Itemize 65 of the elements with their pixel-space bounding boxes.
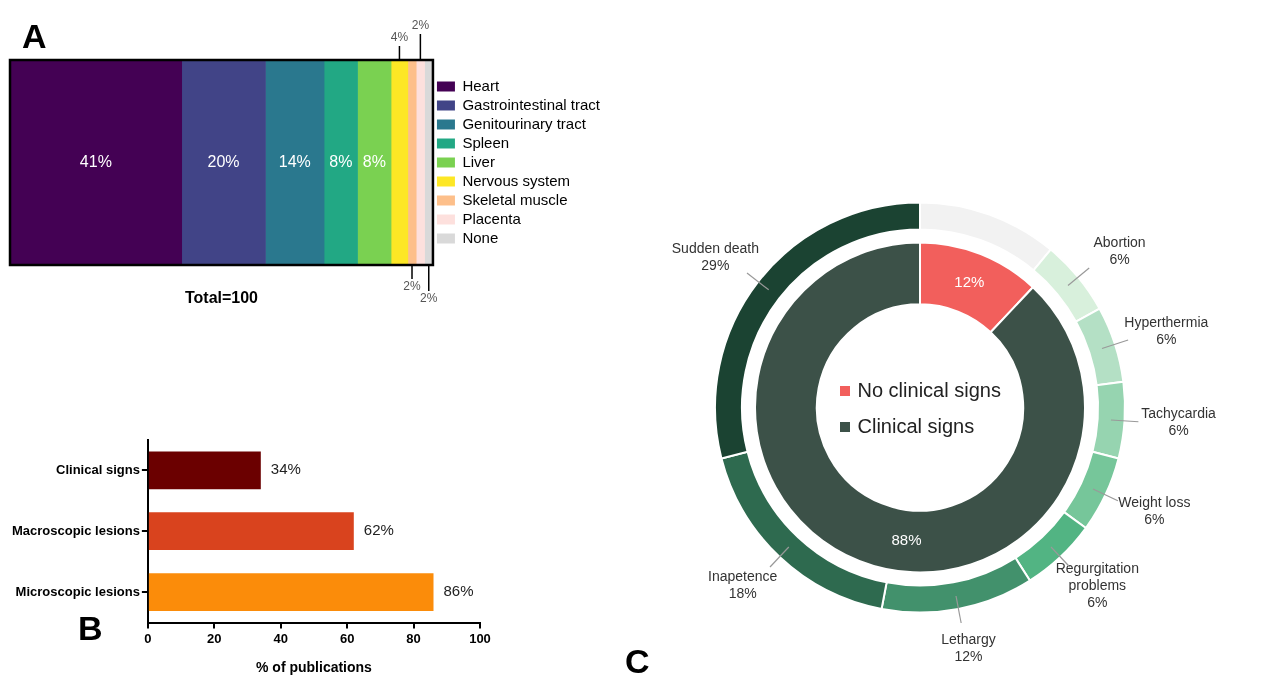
data-label: 6% [1168,422,1189,439]
text: A [22,17,47,55]
data-label: 41% [79,152,112,170]
legend-label: None [462,228,499,246]
x-tick-label: 40 [273,630,288,646]
bar [265,60,325,265]
bar [323,60,358,265]
x-axis-title: % of publications [255,659,373,676]
data-label: 29% [701,256,730,273]
bar [357,60,392,265]
text: C [625,642,650,680]
data-label: 2% [420,291,438,306]
x-tick-label: 80 [406,630,421,646]
bar [148,573,434,612]
data-label: 6% [1109,250,1130,267]
bar [148,512,354,551]
slice-label: Abortion [1093,233,1146,250]
legend-label: Clinical signs [856,413,976,439]
text: Total=100 [184,289,259,306]
y-tick-label: Microscopic lesions [15,583,140,599]
slice-label: Sudden death [671,239,759,256]
bar [181,60,266,265]
slice-label: Regurgitation problems [1055,559,1139,593]
legend-label: Skeletal muscle [462,190,568,208]
x-tick-label: 100 [469,630,491,646]
data-label: 2% [411,18,430,33]
slice-label: Weight loss [1118,494,1191,511]
data-label: 14% [278,152,311,170]
legend-label: No clinical signs [856,377,1001,403]
legend-label: Heart [462,76,500,94]
data-label: 6% [1156,331,1177,348]
x-tick-label: 60 [339,630,355,646]
legend-label: Nervous system [462,171,570,189]
x-tick-label: 0 [144,630,152,646]
bar [407,60,417,265]
slice-label: Inapetence [708,568,778,585]
data-label: 62% [363,521,394,539]
data-label: 6% [1144,511,1165,528]
data-label: 20% [207,152,240,170]
data-label: 18% [728,585,757,602]
data-label: 86% [443,582,474,600]
data-label: 2% [403,279,422,294]
legend-label: Gastrointestinal tract [462,95,601,113]
data-label: 6% [1087,593,1108,610]
data-label: 8% [362,152,386,170]
bar [148,451,261,490]
legend-label: Spleen [462,133,510,151]
data-label: 34% [270,460,301,478]
legend-label: Placenta [462,209,522,227]
slice-label: Hyperthermia [1124,314,1209,331]
slice-label: Lethargy [941,630,996,647]
x-tick-label: 20 [207,630,222,646]
legend-label: Liver [462,152,495,170]
data-label: 88% [891,531,922,549]
y-tick-label: Clinical signs [56,461,140,477]
slice-label: Tachycardia [1141,405,1217,422]
data-label: 12% [954,647,983,664]
legend-label: Genitourinary tract [462,114,587,132]
y-tick-label: Macroscopic lesions [11,522,140,538]
data-label: 4% [390,30,409,45]
data-label: 8% [329,152,353,170]
text: B [78,609,103,647]
bar [10,60,183,265]
bar [390,60,409,265]
data-label: 12% [954,272,985,290]
